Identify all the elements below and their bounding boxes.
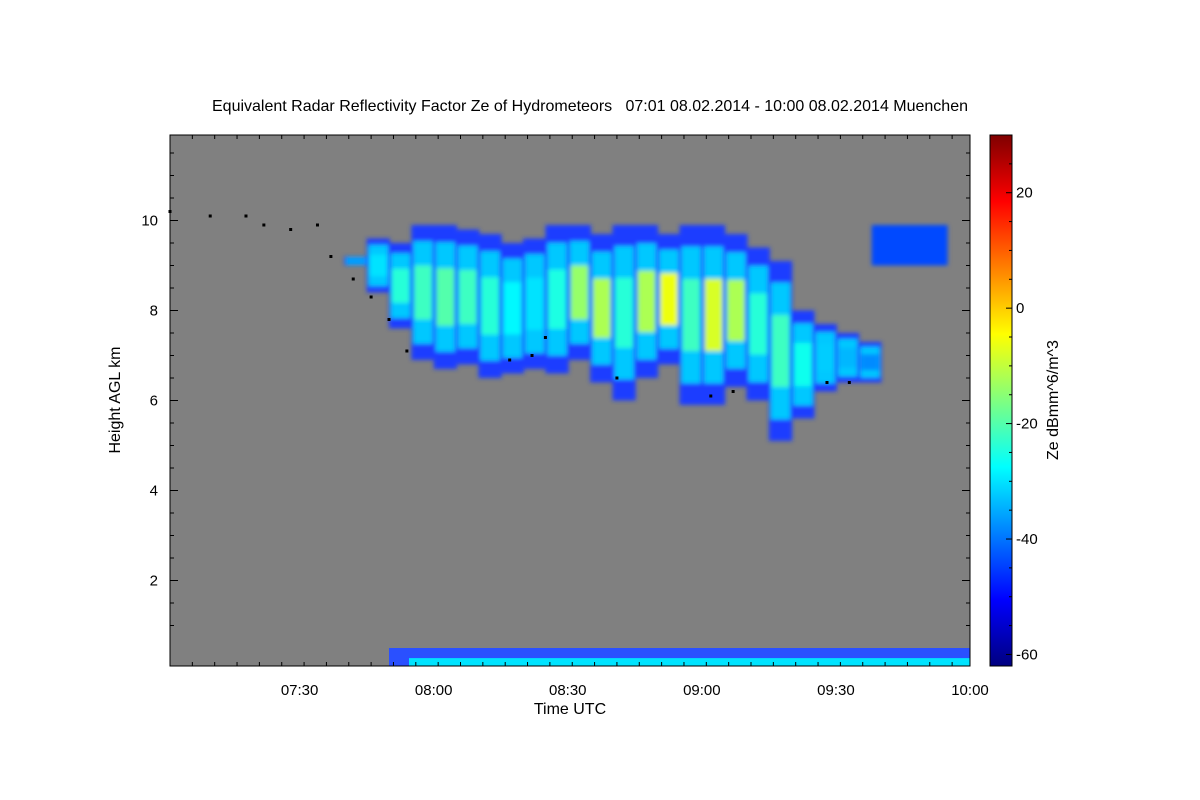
cloud-column-core [660, 273, 678, 326]
ceilometer-point [530, 354, 534, 357]
ceilometer-point [387, 318, 391, 321]
cloud-column-core [794, 342, 812, 387]
colorbar-tick-label: 0 [1016, 300, 1024, 317]
y-tick-label: 10 [141, 213, 158, 230]
ceilometer-point [731, 390, 735, 393]
cloud-column-core [526, 277, 544, 330]
y-tick-label: 6 [150, 393, 158, 410]
x-tick-label: 07:30 [281, 682, 319, 699]
ceilometer-point [543, 336, 547, 339]
x-axis: 07:30 08:00 08:30 09:00 09:30 10:00 [169, 135, 989, 699]
x-axis-label: Time UTC [534, 701, 606, 718]
ceilometer-point [825, 381, 829, 384]
x-tick-label: 10:00 [951, 682, 989, 699]
ceilometer-point [405, 349, 409, 353]
ceilometer-point [244, 214, 248, 218]
cloud-column-core [548, 269, 566, 329]
ceilometer-point [351, 277, 355, 281]
ceilometer-point [615, 376, 619, 380]
clutter-core [408, 658, 971, 666]
cloud-column-core [436, 268, 455, 326]
upper-cloud [871, 225, 948, 266]
ceilometer-point [508, 358, 512, 362]
colorbar [989, 134, 1013, 667]
cloud-column-core [347, 259, 365, 263]
ceilometer-point [262, 223, 266, 227]
cloud-column-core [771, 315, 790, 387]
cloud-column-core [727, 279, 745, 342]
y-tick-label: 2 [150, 573, 158, 590]
cloud-column-core [838, 347, 857, 368]
colorbar-axis: -60 -40 -20 0 20 [1006, 134, 1038, 663]
cloud-column-core [481, 277, 499, 335]
y-tick-label: 8 [150, 303, 158, 320]
cloud-column-core [391, 268, 410, 303]
colorbar-tick-label: -40 [1016, 531, 1038, 548]
surface-clutter [388, 648, 971, 666]
ceilometer-point [369, 295, 373, 299]
cloud-column-core [704, 279, 723, 351]
cloud-column-core [459, 270, 477, 324]
cloud-column-core [369, 254, 387, 277]
y-axis: 2 4 6 8 10 [141, 152, 970, 626]
y-axis-label: Height AGL km [107, 346, 124, 453]
x-tick-label: 08:30 [549, 682, 587, 699]
ceilometer-point [709, 394, 713, 398]
chart-title: Equivalent Radar Reflectivity Factor Ze … [212, 98, 968, 115]
cloud-column-core [593, 278, 611, 338]
colorbar-tick-label: -60 [1016, 646, 1038, 663]
x-tick-label: 09:00 [683, 682, 721, 699]
cloud-column-core [682, 279, 700, 351]
cloud-column-core [816, 344, 834, 372]
colorbar-tick-label: 20 [1016, 185, 1033, 202]
ceilometer-point [329, 255, 333, 258]
x-tick-label: 08:00 [415, 682, 453, 699]
cloud-column-core [615, 277, 633, 348]
ceilometer-point [208, 214, 212, 218]
ceilometer-point [289, 228, 293, 231]
cloud-layer [344, 225, 948, 441]
y-tick-label: 4 [150, 483, 158, 500]
ceilometer-point [847, 381, 851, 384]
colorbar-tick-label: -20 [1016, 416, 1038, 433]
cloud-column-core [503, 282, 522, 335]
cloud-column-core [570, 265, 589, 320]
cloud-column-core [414, 265, 432, 320]
plot-area [169, 134, 971, 667]
cloud-column-core [861, 354, 879, 371]
cloud-column-core [637, 270, 656, 333]
ceilometer-points [168, 210, 851, 398]
cloud-column-core [749, 293, 767, 355]
x-tick-label: 09:30 [817, 682, 855, 699]
ceilometer-point [315, 223, 319, 227]
colorbar-label: Ze dBmm^6/m^3 [1045, 340, 1062, 460]
